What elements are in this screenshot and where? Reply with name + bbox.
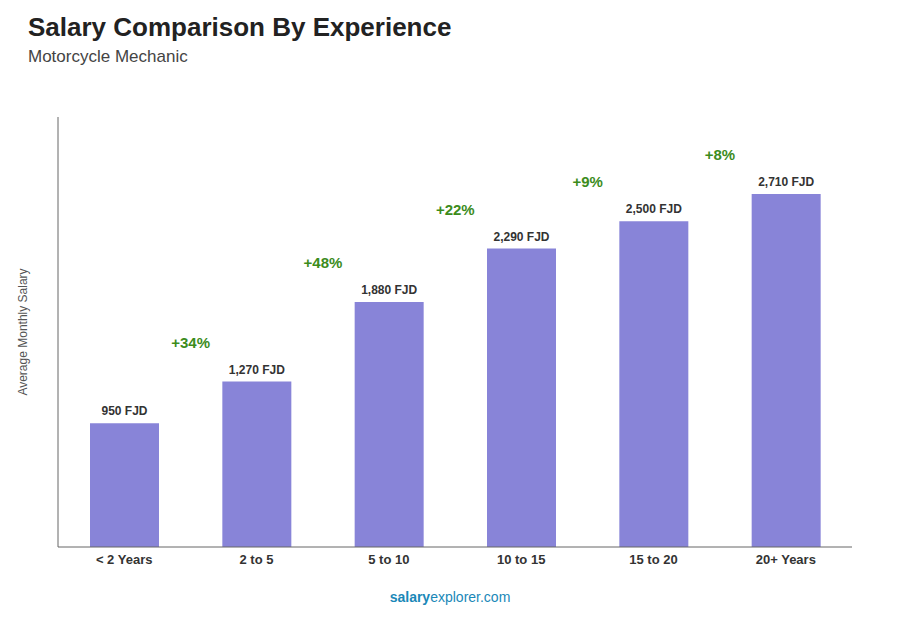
html-text:Salary Comparison By Experienc: Salary Comparison By Experience <box>28 12 452 42</box>
html-text:salary explorer.com: salary explorer.com <box>389 589 511 605</box>
svg-text:2,500 FJD: 2,500 FJD <box>626 202 682 216</box>
svg-text:+34%: +34% <box>171 334 210 351</box>
svg-text:Average Monthly Salary: Average Monthly Salary <box>16 268 30 395</box>
svg-text:5 to 10: 5 to 10 <box>368 552 409 567</box>
svg-text:950 FJD: 950 FJD <box>101 404 147 418</box>
svg-text:10 to 15: 10 to 15 <box>497 552 545 567</box>
svg-text:+48%: +48% <box>304 254 343 271</box>
svg-text:1,880 FJD: 1,880 FJD <box>361 283 417 297</box>
svg-text:1,270 FJD: 1,270 FJD <box>229 363 285 377</box>
svg-text:+8%: +8% <box>705 146 735 163</box>
svg-text:2,290 FJD: 2,290 FJD <box>493 230 549 244</box>
svg-text:+22%: +22% <box>436 201 475 218</box>
svg-text:2 to 5: 2 to 5 <box>240 552 274 567</box>
svg-text:+9%: +9% <box>572 173 602 190</box>
html-text:Motorcycle Mechanic: Motorcycle Mechanic <box>28 47 188 66</box>
svg-text:2,710 FJD: 2,710 FJD <box>758 175 814 189</box>
svg-text:< 2 Years: < 2 Years <box>96 552 153 567</box>
svg-text:20+ Years: 20+ Years <box>756 552 816 567</box>
svg-text:15 to 20: 15 to 20 <box>629 552 677 567</box>
